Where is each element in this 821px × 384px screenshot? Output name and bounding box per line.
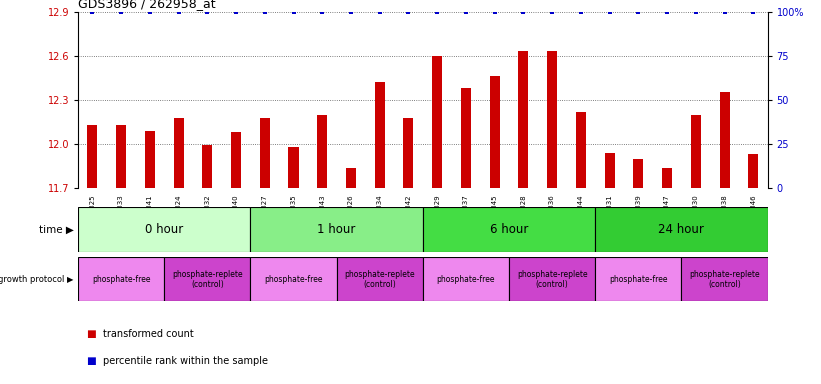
Bar <box>78 257 164 301</box>
Bar <box>662 167 672 188</box>
Text: ■: ■ <box>86 329 96 339</box>
Bar <box>173 118 184 188</box>
Text: phosphate-replete
(control): phosphate-replete (control) <box>689 270 760 289</box>
Text: phosphate-free: phosphate-free <box>437 275 495 284</box>
Bar <box>317 114 328 188</box>
Text: phosphate-replete
(control): phosphate-replete (control) <box>344 270 415 289</box>
Bar <box>489 76 500 188</box>
Bar <box>748 154 759 188</box>
Text: GDS3896 / 262958_at: GDS3896 / 262958_at <box>78 0 216 10</box>
Bar <box>719 93 730 188</box>
Point <box>373 9 387 15</box>
Text: 0 hour: 0 hour <box>145 223 183 236</box>
Bar <box>288 147 299 188</box>
Point <box>201 9 214 15</box>
Point <box>690 9 703 15</box>
Point <box>345 9 358 15</box>
Bar <box>337 257 423 301</box>
Point <box>575 9 588 15</box>
Bar <box>576 112 586 188</box>
Text: phosphate-free: phosphate-free <box>609 275 667 284</box>
Bar <box>423 257 509 301</box>
Bar <box>374 82 385 188</box>
Text: percentile rank within the sample: percentile rank within the sample <box>103 356 268 366</box>
Text: growth protocol ▶: growth protocol ▶ <box>0 275 74 284</box>
Bar <box>403 118 414 188</box>
Bar <box>690 114 701 188</box>
Text: phosphate-replete
(control): phosphate-replete (control) <box>516 270 588 289</box>
Point <box>747 9 760 15</box>
Bar <box>633 159 644 188</box>
Text: ■: ■ <box>86 356 96 366</box>
Point <box>86 9 99 15</box>
Bar <box>432 56 443 188</box>
Bar <box>164 257 250 301</box>
Text: phosphate-free: phosphate-free <box>264 275 323 284</box>
Point <box>230 9 243 15</box>
Bar <box>509 257 595 301</box>
Bar <box>78 207 250 252</box>
Bar <box>604 153 615 188</box>
Point <box>316 9 329 15</box>
Point <box>718 9 732 15</box>
Bar <box>681 257 768 301</box>
Point <box>460 9 473 15</box>
Bar <box>250 207 423 252</box>
Text: phosphate-replete
(control): phosphate-replete (control) <box>172 270 243 289</box>
Bar <box>423 207 595 252</box>
Point <box>287 9 300 15</box>
Bar <box>87 125 98 188</box>
Point <box>488 9 501 15</box>
Bar <box>518 51 529 188</box>
Point <box>603 9 616 15</box>
Bar <box>231 132 241 188</box>
Point <box>258 9 271 15</box>
Bar <box>202 146 213 188</box>
Bar <box>461 88 471 188</box>
Bar <box>595 207 768 252</box>
Bar <box>595 257 681 301</box>
Point <box>431 9 444 15</box>
Bar <box>250 257 337 301</box>
Text: 6 hour: 6 hour <box>490 223 528 236</box>
Point <box>661 9 674 15</box>
Bar <box>259 118 270 188</box>
Point <box>517 9 530 15</box>
Bar <box>144 131 155 188</box>
Text: time ▶: time ▶ <box>39 224 74 235</box>
Point <box>545 9 558 15</box>
Text: phosphate-free: phosphate-free <box>92 275 150 284</box>
Point <box>144 9 157 15</box>
Point <box>115 9 128 15</box>
Text: 24 hour: 24 hour <box>658 223 704 236</box>
Bar <box>346 167 356 188</box>
Bar <box>116 125 126 188</box>
Point <box>172 9 186 15</box>
Bar <box>547 51 557 188</box>
Text: transformed count: transformed count <box>103 329 194 339</box>
Point <box>402 9 415 15</box>
Text: 1 hour: 1 hour <box>318 223 355 236</box>
Point <box>632 9 645 15</box>
